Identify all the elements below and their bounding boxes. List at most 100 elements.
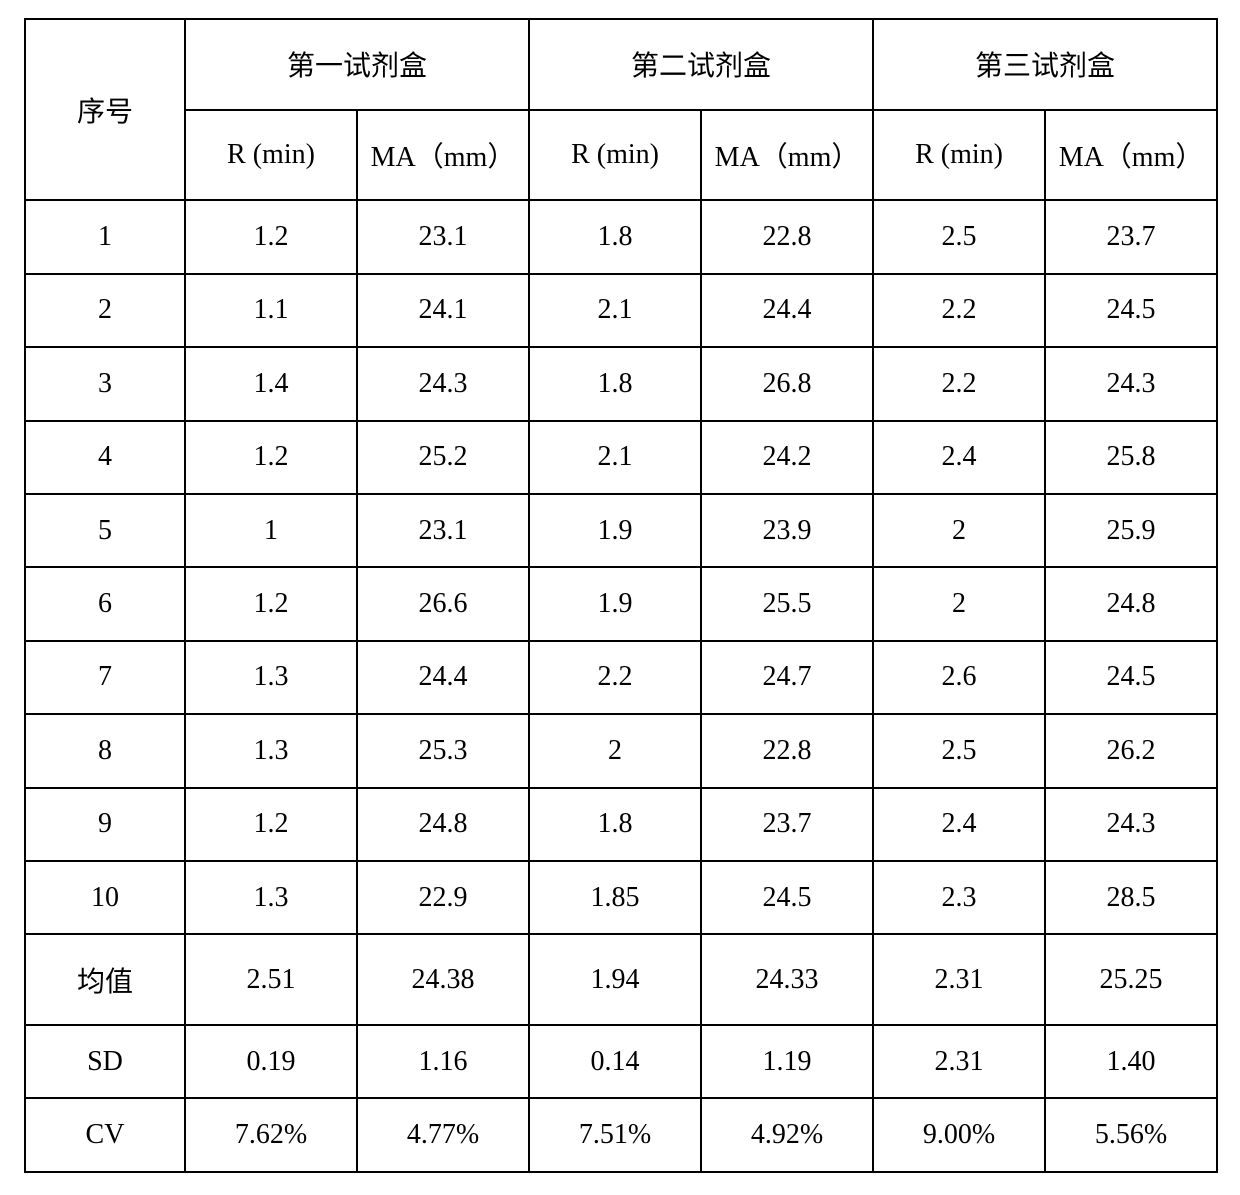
row-label-mean: 均值 [25,934,185,1025]
header-sub-ma-1: MA（mm） [357,110,529,201]
cell: 5.56% [1045,1098,1217,1172]
table-row: 2 1.1 24.1 2.1 24.4 2.2 24.5 [25,274,1217,347]
cell: 2 [529,714,701,787]
cell: 1.19 [701,1025,873,1098]
cell: 25.9 [1045,494,1217,567]
header-sub-ma-3: MA（mm） [1045,110,1217,201]
cell: 24.5 [1045,274,1217,347]
cell: 0.19 [185,1025,357,1098]
row-label-cv: CV [25,1098,185,1172]
cell: 1.16 [357,1025,529,1098]
cell: 1.2 [185,567,357,640]
cell: 1.85 [529,861,701,934]
row-no: 7 [25,641,185,714]
cell: 1.8 [529,200,701,273]
cell: 1 [185,494,357,567]
cell: 2.6 [873,641,1045,714]
header-rowlabel: 序号 [25,19,185,200]
cell: 24.1 [357,274,529,347]
cell: 2.5 [873,200,1045,273]
table-row: 10 1.3 22.9 1.85 24.5 2.3 28.5 [25,861,1217,934]
cell: 24.3 [1045,347,1217,420]
header-sub-r-1: R (min) [185,110,357,201]
cell: 26.8 [701,347,873,420]
cell: 1.8 [529,788,701,861]
cell: 2.4 [873,421,1045,494]
cell: 24.8 [357,788,529,861]
data-table: 序号 第一试剂盒 第二试剂盒 第三试剂盒 R (min) MA（mm） R (m… [24,18,1218,1173]
cell: 1.2 [185,421,357,494]
table-row: 1 1.2 23.1 1.8 22.8 2.5 23.7 [25,200,1217,273]
row-no: 8 [25,714,185,787]
cell: 25.5 [701,567,873,640]
row-label-sd: SD [25,1025,185,1098]
header-group-1: 第一试剂盒 [185,19,529,110]
header-sub-r-2: R (min) [529,110,701,201]
cell: 23.1 [357,494,529,567]
cell: 1.4 [185,347,357,420]
table-row-mean: 均值 2.51 24.38 1.94 24.33 2.31 25.25 [25,934,1217,1025]
row-no: 9 [25,788,185,861]
cell: 1.40 [1045,1025,1217,1098]
table-row: 3 1.4 24.3 1.8 26.8 2.2 24.3 [25,347,1217,420]
row-no: 3 [25,347,185,420]
cell: 24.33 [701,934,873,1025]
cell: 24.4 [357,641,529,714]
cell: 23.1 [357,200,529,273]
cell: 2.2 [873,347,1045,420]
cell: 2.4 [873,788,1045,861]
cell: 1.2 [185,788,357,861]
cell: 1.3 [185,861,357,934]
row-no: 10 [25,861,185,934]
row-no: 1 [25,200,185,273]
cell: 1.94 [529,934,701,1025]
header-sub-r-3: R (min) [873,110,1045,201]
cell: 1.9 [529,567,701,640]
cell: 9.00% [873,1098,1045,1172]
cell: 23.7 [1045,200,1217,273]
cell: 1.1 [185,274,357,347]
header-group-2: 第二试剂盒 [529,19,873,110]
cell: 0.14 [529,1025,701,1098]
cell: 22.8 [701,714,873,787]
cell: 2.31 [873,1025,1045,1098]
cell: 25.8 [1045,421,1217,494]
table-row: 7 1.3 24.4 2.2 24.7 2.6 24.5 [25,641,1217,714]
table-row: 8 1.3 25.3 2 22.8 2.5 26.2 [25,714,1217,787]
table-row: 6 1.2 26.6 1.9 25.5 2 24.8 [25,567,1217,640]
table-row: 9 1.2 24.8 1.8 23.7 2.4 24.3 [25,788,1217,861]
row-no: 6 [25,567,185,640]
cell: 2.31 [873,934,1045,1025]
cell: 2 [873,494,1045,567]
cell: 2.1 [529,421,701,494]
cell: 28.5 [1045,861,1217,934]
table-row-sd: SD 0.19 1.16 0.14 1.19 2.31 1.40 [25,1025,1217,1098]
cell: 2.2 [529,641,701,714]
cell: 25.2 [357,421,529,494]
cell: 24.7 [701,641,873,714]
cell: 24.5 [1045,641,1217,714]
cell: 2.2 [873,274,1045,347]
cell: 1.8 [529,347,701,420]
cell: 23.7 [701,788,873,861]
cell: 2 [873,567,1045,640]
cell: 23.9 [701,494,873,567]
cell: 7.62% [185,1098,357,1172]
cell: 24.3 [357,347,529,420]
row-no: 2 [25,274,185,347]
cell: 24.38 [357,934,529,1025]
cell: 26.6 [357,567,529,640]
cell: 4.92% [701,1098,873,1172]
cell: 1.9 [529,494,701,567]
table-header-row-1: 序号 第一试剂盒 第二试剂盒 第三试剂盒 [25,19,1217,110]
cell: 24.8 [1045,567,1217,640]
row-no: 4 [25,421,185,494]
table-row: 4 1.2 25.2 2.1 24.2 2.4 25.8 [25,421,1217,494]
cell: 2.51 [185,934,357,1025]
table-row-cv: CV 7.62% 4.77% 7.51% 4.92% 9.00% 5.56% [25,1098,1217,1172]
cell: 2.3 [873,861,1045,934]
cell: 7.51% [529,1098,701,1172]
cell: 24.2 [701,421,873,494]
table-header-row-2: R (min) MA（mm） R (min) MA（mm） R (min) MA… [25,110,1217,201]
cell: 1.2 [185,200,357,273]
